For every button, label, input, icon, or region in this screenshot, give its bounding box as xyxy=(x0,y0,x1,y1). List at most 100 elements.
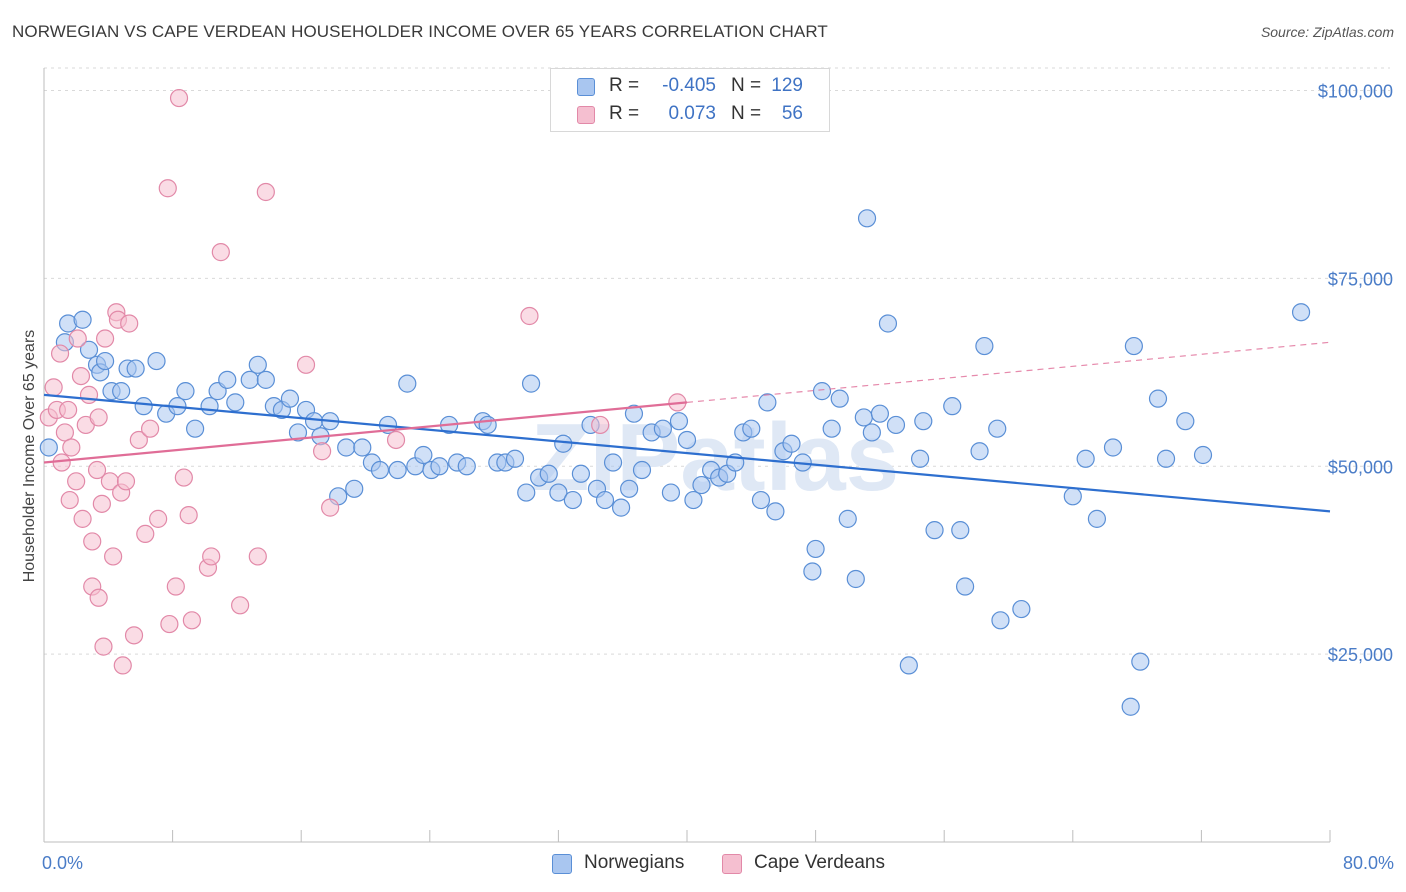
bottom-legend-swatch-blue xyxy=(552,854,572,874)
data-point xyxy=(158,179,177,198)
data-point xyxy=(386,430,406,450)
data-point xyxy=(95,329,115,348)
data-point xyxy=(603,453,623,472)
data-point xyxy=(991,611,1010,630)
data-point xyxy=(521,374,541,393)
data-point xyxy=(73,310,92,329)
data-point xyxy=(520,306,539,326)
data-point xyxy=(611,498,631,517)
data-point xyxy=(39,438,58,457)
y-tick-label: $25,000 xyxy=(1328,645,1393,665)
data-point xyxy=(353,438,372,457)
legend-swatch-blue xyxy=(577,78,595,96)
data-point xyxy=(758,393,777,412)
data-point xyxy=(345,479,364,498)
data-point xyxy=(200,397,219,416)
data-point xyxy=(321,498,340,517)
data-point xyxy=(95,351,115,371)
data-point xyxy=(62,438,81,457)
bottom-legend-swatch-pink xyxy=(722,854,742,874)
data-point xyxy=(1131,652,1150,671)
data-point xyxy=(174,468,193,487)
x-tick-label-min: 0.0% xyxy=(42,853,83,873)
data-point xyxy=(870,404,890,423)
data-point xyxy=(1121,697,1140,716)
data-point xyxy=(822,419,841,438)
data-point xyxy=(914,412,933,431)
source-note: Source: ZipAtlas.com xyxy=(1260,24,1394,40)
data-point xyxy=(677,430,697,450)
legend-r-value: 0.073 xyxy=(668,103,716,124)
data-point xyxy=(1291,303,1311,322)
data-point xyxy=(226,393,245,412)
data-point xyxy=(79,385,99,404)
bottom-legend-label: Norwegians xyxy=(584,852,685,873)
trend-line-extension xyxy=(686,341,1331,403)
data-point xyxy=(83,532,102,551)
data-point xyxy=(370,460,390,480)
data-point xyxy=(624,404,644,423)
legend-n-label: N = xyxy=(731,75,762,96)
data-point xyxy=(218,370,237,389)
data-point xyxy=(1012,599,1031,619)
data-point xyxy=(129,430,148,450)
data-point xyxy=(988,419,1007,438)
data-point xyxy=(94,637,113,656)
data-point xyxy=(87,460,107,480)
data-point xyxy=(751,490,771,510)
data-point xyxy=(116,472,136,491)
data-point xyxy=(517,483,536,502)
y-tick-label: $100,000 xyxy=(1318,82,1393,102)
data-point xyxy=(899,656,918,675)
data-point xyxy=(1176,412,1195,431)
data-point xyxy=(1193,445,1213,465)
legend-n-value: 56 xyxy=(781,103,803,124)
data-point xyxy=(179,506,198,525)
data-point xyxy=(661,483,681,502)
chart-title: NORWEGIAN VS CAPE VERDEAN HOUSEHOLDER IN… xyxy=(12,22,828,41)
data-point xyxy=(505,449,525,468)
data-point xyxy=(782,434,801,453)
data-point xyxy=(812,382,832,401)
data-point xyxy=(112,382,131,401)
data-point xyxy=(79,340,99,359)
data-point xyxy=(571,464,591,483)
data-point xyxy=(549,483,568,502)
data-point xyxy=(1156,449,1176,468)
data-point xyxy=(256,370,275,389)
data-point xyxy=(478,415,497,435)
data-point xyxy=(910,449,930,468)
data-point xyxy=(1087,509,1107,528)
data-point xyxy=(563,490,582,510)
data-point xyxy=(169,88,189,108)
data-point xyxy=(211,243,230,262)
data-point xyxy=(280,389,300,408)
data-point xyxy=(692,475,711,495)
data-point xyxy=(457,457,476,476)
data-point xyxy=(878,314,898,333)
legend-r-label: R = xyxy=(609,75,640,96)
trend-lines xyxy=(43,341,1331,513)
data-point xyxy=(312,442,332,461)
y-tick-label: $50,000 xyxy=(1328,457,1393,477)
legend-n-value: 129 xyxy=(771,75,803,96)
data-point xyxy=(44,378,63,397)
x-tick-label-max: 80.0% xyxy=(1343,853,1394,873)
data-point xyxy=(803,562,822,581)
data-point xyxy=(68,329,87,348)
data-point xyxy=(951,521,970,540)
trend-line xyxy=(43,401,688,464)
data-point xyxy=(89,408,108,427)
legend-r-label: R = xyxy=(609,103,640,124)
data-point xyxy=(73,509,92,528)
y-tick-label: $75,000 xyxy=(1328,269,1393,289)
data-point xyxy=(104,547,123,566)
data-point xyxy=(388,460,407,480)
series-norwegians-points xyxy=(39,209,1311,716)
data-point xyxy=(955,577,975,596)
data-point xyxy=(134,397,153,416)
data-point xyxy=(59,400,78,420)
data-point xyxy=(202,547,221,566)
data-point xyxy=(248,547,267,566)
